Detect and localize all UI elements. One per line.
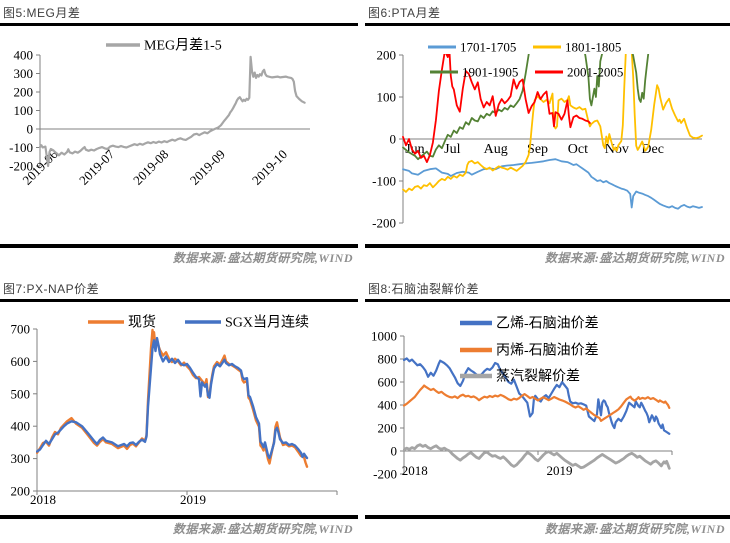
- series-group: [39, 55, 306, 167]
- title-rule: [365, 23, 730, 26]
- y-axis: 200 100 0 -100 -200: [372, 48, 404, 231]
- y-tick-label: 100: [14, 103, 34, 118]
- legend-label-乙烯-石脑油价差: 乙烯-石脑油价差: [496, 316, 599, 332]
- y-tick-label: 100: [377, 90, 397, 105]
- series-line-蒸汽裂解价差: [403, 443, 671, 470]
- y-tick-label: 700: [11, 322, 31, 337]
- data-source-note: 数据来源:盛达期货研究院,WIND: [544, 522, 725, 536]
- series-line-1701-1705: [402, 158, 703, 210]
- y-axis: 400 300 200 100 0 -100 -200: [9, 48, 41, 174]
- data-source-note: 数据来源:盛达期货研究院,WIND: [172, 251, 353, 265]
- title-rule: [365, 299, 730, 302]
- footer-rule: [0, 515, 358, 519]
- title-rule: [0, 23, 358, 26]
- figure-title: 图8:石脑油裂解价差: [368, 282, 480, 296]
- series-group: [36, 328, 309, 468]
- y-tick-label: -200: [372, 216, 396, 231]
- y-tick-label: 800: [378, 352, 398, 367]
- x-tick-label: Dec: [641, 142, 664, 157]
- series-line-丙烯-石脑油价差: [403, 384, 671, 423]
- figure-title: 图6:PTA月差: [368, 6, 441, 20]
- legend-label-现货: 现货: [128, 314, 156, 331]
- y-tick-label: 200: [378, 421, 398, 436]
- legend: MEG月差1-5: [106, 38, 222, 54]
- x-axis: 2019-06 2019-07 2019-08 2019-09 2019-10: [19, 128, 310, 188]
- title-rule: [0, 299, 358, 302]
- y-tick-label: 0: [390, 132, 397, 147]
- y-tick-label: 300: [11, 451, 31, 466]
- x-tick-label: 2019-09: [187, 147, 228, 188]
- footer-rule: [0, 244, 358, 248]
- x-tick-label: Oct: [568, 142, 588, 157]
- y-tick-label: -200: [9, 159, 33, 174]
- panel-fig6-pta-month-spread: 图6:PTA月差 200 100 0 -100 -200 Jun Jul Aug Sep Oct N…: [365, 2, 730, 265]
- x-tick-label: 2019-08: [130, 147, 171, 188]
- figure-title: 图5:MEG月差: [3, 6, 81, 20]
- y-tick-label: -100: [9, 140, 33, 155]
- legend-label-1801-1805: 1801-1805: [565, 40, 621, 55]
- y-tick-label: 400: [11, 419, 31, 434]
- series-line-乙烯-石脑油价差: [403, 357, 671, 435]
- y-tick-label: -100: [372, 174, 396, 189]
- x-axis: Jun Jul Aug Sep Oct Nov Dec: [403, 138, 702, 157]
- x-tick-label: 2018: [402, 463, 428, 478]
- y-tick-label: -200: [373, 467, 397, 482]
- series-group: [402, 54, 703, 210]
- y-axis: 700 600 500 400 300 200: [11, 322, 38, 499]
- series-line-SGX当月连续: [36, 336, 309, 460]
- footer-rule: [365, 244, 730, 248]
- y-tick-label: 400: [14, 48, 34, 63]
- legend-label-1901-1905: 1901-1905: [462, 65, 518, 80]
- x-tick-label: 2019-07: [76, 146, 118, 188]
- y-tick-label: 600: [11, 354, 31, 369]
- series-line-1901-1905: [402, 54, 650, 161]
- x-axis: 2018 2019: [30, 490, 338, 507]
- panel-fig7-px-nap-spread: 图7:PX-NAP价差 700 600 500 400 300 200 2018 2019 现货…: [0, 278, 358, 536]
- legend-label-1701-1705: 1701-1705: [460, 40, 516, 55]
- legend-label-SGX当月连续: SGX当月连续: [225, 314, 309, 331]
- x-tick-label: 2019: [180, 492, 206, 507]
- chart-naphtha-cracking-spread: 1000 800 600 400 200 0 -200 2018 2019 乙烯-石脑油价差丙烯-…: [371, 316, 673, 482]
- y-tick-label: 400: [378, 398, 398, 413]
- data-source-note: 数据来源:盛达期货研究院,WIND: [544, 251, 725, 265]
- x-axis: 2018 2019: [402, 450, 673, 478]
- x-tick-label: Aug: [484, 142, 508, 157]
- series-line-MEG月差1-5: [39, 55, 306, 167]
- x-tick-label: Jul: [444, 142, 460, 157]
- figure-title: 图7:PX-NAP价差: [3, 282, 100, 296]
- series-line-2001-2005: [402, 54, 591, 164]
- legend: 1701-1705 1801-1805 1901-1905 2001-2005: [428, 40, 623, 80]
- y-tick-label: 200: [377, 48, 397, 63]
- y-axis: 1000 800 600 400 200 0 -200: [371, 329, 405, 482]
- x-tick-label: Sep: [527, 142, 548, 157]
- x-tick-label: 2019-10: [249, 147, 290, 188]
- panel-fig5-meg-month-spread: 图5:MEG月差 400 300 200 100 0 -100 -200 2019-06 201…: [0, 2, 358, 265]
- legend-label-MEG月差1-5: MEG月差1-5: [144, 38, 222, 54]
- y-tick-label: 600: [378, 375, 398, 390]
- legend: 现货 SGX当月连续: [88, 314, 309, 331]
- footer-rule: [365, 515, 730, 519]
- x-tick-label: 2018: [30, 492, 56, 507]
- panel-fig8-naphtha-cracking-spread: 图8:石脑油裂解价差 1000 800 600 400 200 0 -200 2018 2019…: [365, 278, 730, 536]
- legend-label-蒸汽裂解价差: 蒸汽裂解价差: [496, 369, 580, 385]
- data-source-note: 数据来源:盛达期货研究院,WIND: [172, 522, 353, 536]
- y-tick-label: 1000: [371, 329, 397, 344]
- series-group: [403, 357, 671, 470]
- y-tick-label: 0: [27, 122, 34, 137]
- legend-label-丙烯-石脑油价差: 丙烯-石脑油价差: [496, 343, 599, 359]
- y-tick-label: 500: [11, 386, 31, 401]
- y-tick-label: 200: [14, 85, 34, 100]
- y-tick-label: 200: [11, 484, 31, 499]
- y-tick-label: 300: [14, 66, 34, 81]
- y-tick-label: 0: [391, 444, 398, 459]
- legend-label-2001-2005: 2001-2005: [567, 65, 623, 80]
- x-tick-label: 2019: [546, 463, 572, 478]
